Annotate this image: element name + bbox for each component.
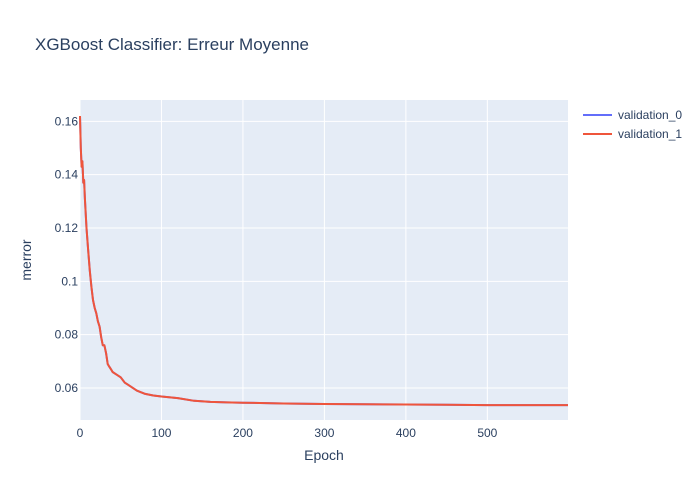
chart-title: XGBoost Classifier: Erreur Moyenne <box>35 35 309 54</box>
y-tick-label: 0.1 <box>61 274 78 288</box>
x-tick-labels: 0 100 200 300 400 500 <box>77 426 498 440</box>
x-tick-label: 300 <box>314 426 334 440</box>
legend-label-validation_0: validation_0 <box>618 108 682 122</box>
y-tick-label: 0.14 <box>55 168 79 182</box>
y-tick-labels: 0.06 0.08 0.1 0.12 0.14 0.16 <box>55 114 79 395</box>
y-tick-label: 0.12 <box>55 221 79 235</box>
y-axis-title: merror <box>18 239 34 281</box>
legend: validation_0 validation_1 <box>583 108 682 141</box>
x-tick-label: 400 <box>396 426 416 440</box>
x-tick-label: 100 <box>151 426 171 440</box>
y-tick-label: 0.16 <box>55 114 79 128</box>
y-tick-label: 0.08 <box>55 328 79 342</box>
x-tick-label: 500 <box>477 426 497 440</box>
x-axis-title: Epoch <box>304 447 344 463</box>
x-tick-label: 200 <box>233 426 253 440</box>
y-tick-label: 0.06 <box>55 381 79 395</box>
x-tick-label: 0 <box>77 426 84 440</box>
legend-label-validation_1: validation_1 <box>618 127 682 141</box>
